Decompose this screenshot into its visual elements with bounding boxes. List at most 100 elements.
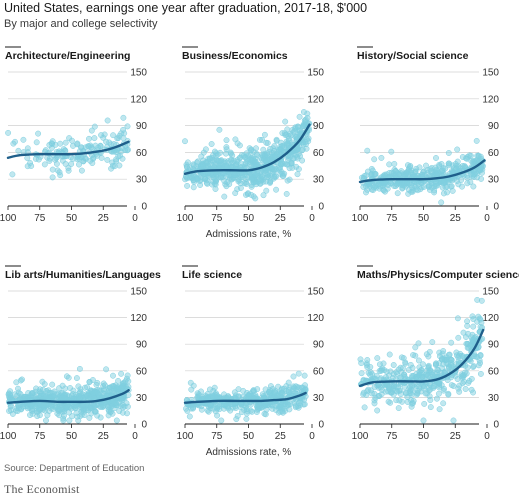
panel-1-title: Architecture/Engineering [5, 50, 130, 62]
panel-2-point [273, 173, 279, 180]
panel-5-y-tick: 30 [313, 393, 325, 404]
panel-3-point [440, 190, 447, 197]
panel-5-point [231, 389, 238, 396]
panel-6-point [477, 370, 484, 377]
panel-2-point [198, 153, 205, 160]
panel-6-point [440, 348, 447, 354]
panel-2-point [263, 187, 270, 194]
panel-1-point [42, 147, 49, 154]
panel-6-point [393, 387, 400, 394]
panel-5-point [301, 396, 308, 403]
panel-1-point [62, 139, 69, 146]
panel-1-point [69, 137, 75, 144]
panel-6-title: Maths/Physics/Computer science [357, 269, 519, 281]
panel-5-point [214, 402, 221, 409]
panel-6-point [455, 334, 462, 341]
panel-2-point [221, 178, 228, 185]
panel-4-point [89, 377, 96, 383]
panel-4-point [124, 372, 131, 379]
panel-3-point [397, 181, 404, 188]
panel-5-point [186, 413, 193, 420]
panel-1-point [28, 163, 35, 169]
panel-2-point [296, 113, 303, 120]
panel-2-point [217, 174, 224, 181]
panel-6-point [465, 379, 472, 386]
panel-6-point [418, 369, 425, 376]
panel-5-y-tick: 60 [313, 366, 325, 377]
panel-5-x-axis-label: Admissions rate, % [206, 447, 292, 458]
panel-1-point [85, 143, 92, 150]
panel-1-point [78, 167, 85, 174]
panel-3-point [413, 165, 420, 172]
panel-6-point [374, 407, 381, 414]
panel-6-point [358, 370, 365, 377]
panel-1-y-tick: 30 [136, 175, 148, 186]
panel-6-point [402, 359, 409, 366]
panel-6-point [478, 319, 485, 326]
panel-2-point [184, 182, 191, 189]
panel-6-point [415, 357, 422, 364]
panel-6-point [422, 390, 429, 397]
panel-4-point [28, 390, 35, 397]
panel-2-point [238, 152, 245, 159]
panel-6-point [409, 382, 415, 389]
panel-2-y-tick: 0 [318, 202, 324, 213]
panel-6-point [458, 373, 465, 380]
panel-6-trend-line [358, 328, 485, 388]
panel-6-point [462, 386, 469, 392]
panel-2-point [277, 164, 284, 171]
panel-6-point [455, 357, 462, 364]
panel-6-point [390, 362, 397, 368]
panel-2-point [243, 191, 249, 198]
panel-2-point [263, 139, 270, 146]
panel-4-point [115, 377, 122, 384]
panel-5-point [243, 406, 250, 413]
panel-3-x-tick: 50 [418, 213, 430, 224]
panel-6-point [382, 374, 389, 381]
panel-4-point [40, 386, 46, 393]
panel-2-point [206, 155, 213, 162]
panel-1-point [49, 174, 56, 181]
panel-6-point [412, 344, 419, 351]
panel-6-y-tick: 60 [488, 366, 500, 377]
panel-2-x-tick: 75 [211, 213, 223, 224]
panel-2-point [253, 145, 259, 152]
panel-6-point [393, 397, 400, 404]
panel-4-y-tick: 150 [130, 287, 147, 298]
panel-5-point [210, 387, 217, 394]
panel-4-point [110, 372, 116, 379]
panel-2-point [288, 160, 295, 167]
source-note: Source: Department of Education [4, 463, 145, 474]
panel-6-point [433, 395, 440, 402]
panel-3-point [438, 199, 445, 206]
panel-5-point [243, 415, 250, 422]
panel-5-x-tick: 50 [243, 431, 255, 442]
panel-4-point [115, 384, 122, 391]
panel-4-point [120, 380, 127, 387]
panel-6-point [368, 390, 375, 397]
panel-1-point [83, 155, 89, 162]
panel-4-point [113, 417, 120, 424]
panel-6-x-tick: 0 [484, 431, 490, 442]
panel-1-point [15, 147, 22, 154]
panel-5-x-tick: 0 [309, 431, 315, 442]
panel-5-point [272, 389, 279, 396]
panel-4-trend-line [6, 389, 130, 404]
panel-2-point [276, 146, 283, 153]
panel-6-point [420, 417, 427, 424]
panel-4-point [112, 399, 119, 406]
panel-3-point [473, 137, 480, 144]
panel-1-point [5, 129, 12, 136]
panel-6-point [367, 364, 374, 370]
panel-2-point [282, 118, 289, 125]
panel-3-point [478, 175, 485, 182]
panel-3-y-tick: 150 [482, 68, 499, 79]
panel-1-point [110, 132, 117, 139]
panel-2-point [197, 182, 204, 188]
panel-5-point [269, 405, 276, 412]
panel-2-x-tick: 0 [309, 213, 315, 224]
panel-6-point [429, 339, 436, 346]
panel-6-point [440, 400, 447, 407]
panel-3-point [406, 180, 413, 187]
panel-1-point [49, 166, 56, 173]
